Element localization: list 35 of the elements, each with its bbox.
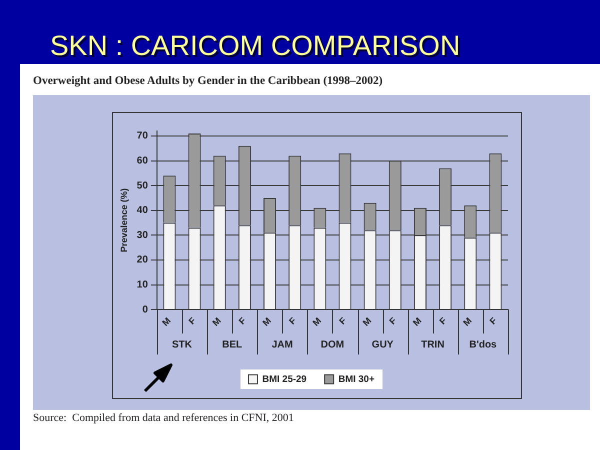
x-tick-label: M — [360, 315, 374, 328]
x-tick-label: M — [310, 315, 324, 328]
x-tick-label: F — [186, 315, 198, 326]
y-tick-label: 50 — [136, 180, 148, 192]
chart-title: SKN : CARICOM COMPARISON — [50, 30, 460, 62]
text: GUY — [372, 339, 394, 350]
legend-label: BMI 30+ — [338, 374, 375, 385]
x-tick-label: M — [160, 315, 173, 328]
x-tick-label: F — [236, 315, 248, 326]
x-tick-label: M — [260, 315, 273, 328]
x-tick-label: F — [387, 315, 399, 326]
y-tick-label: 30 — [136, 230, 148, 241]
x-tick-label: M — [411, 315, 424, 328]
x-tick-label: F — [438, 315, 449, 326]
chart-subtitle: Overweight and Obese Adults by Gender in the Caribbean (1998–2002) — [33, 75, 383, 87]
x-tick-label: F — [488, 315, 499, 326]
x-tick-label: F — [337, 315, 349, 326]
x-tick-label: M — [210, 315, 223, 328]
y-axis-title: Prevalence (%) — [118, 188, 129, 252]
y-tick-label: 60 — [136, 156, 148, 167]
text: DOM — [320, 339, 344, 350]
x-tick-label: M — [461, 315, 474, 328]
y-tick-label: 20 — [136, 254, 148, 266]
text: B'dos — [469, 339, 498, 350]
y-tick-label: 0 — [142, 304, 148, 316]
x-tick-label: F — [287, 315, 298, 326]
legend-label: BMI 25-29 — [262, 374, 307, 385]
y-tick-label: 10 — [136, 280, 148, 291]
y-tick-label: 70 — [136, 130, 148, 142]
text: JAM — [272, 339, 293, 350]
source-note: Source: Compiled from data and references in CFNI, 2001 — [33, 412, 294, 424]
y-tick-label: 40 — [136, 205, 148, 216]
text: BEL — [222, 339, 242, 350]
text: TRIN — [421, 339, 444, 350]
text: STK — [172, 339, 193, 350]
